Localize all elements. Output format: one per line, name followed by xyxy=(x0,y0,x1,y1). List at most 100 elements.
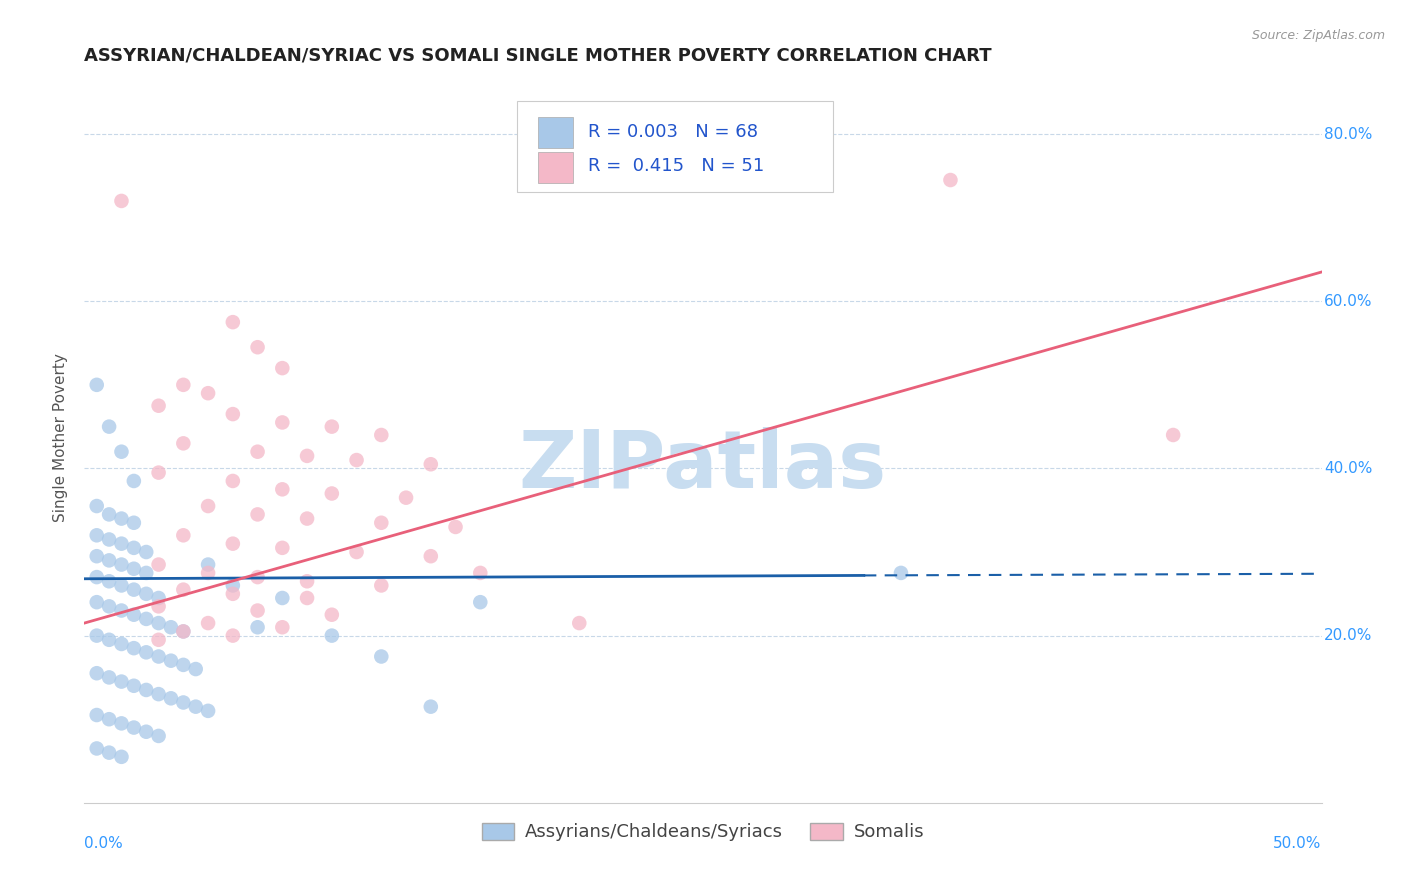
Point xyxy=(110,536,132,550)
Point xyxy=(110,716,132,731)
Point xyxy=(444,520,467,534)
Point xyxy=(419,549,441,564)
FancyBboxPatch shape xyxy=(538,118,574,148)
Point xyxy=(470,595,492,609)
Point xyxy=(86,595,108,609)
Point xyxy=(98,508,121,522)
Point xyxy=(86,528,108,542)
Point xyxy=(184,699,207,714)
Legend: Assyrians/Chaldeans/Syriacs, Somalis: Assyrians/Chaldeans/Syriacs, Somalis xyxy=(475,815,931,848)
Point xyxy=(271,620,294,634)
Point xyxy=(110,578,132,592)
Point xyxy=(370,516,392,530)
Point xyxy=(86,741,108,756)
Point xyxy=(470,566,492,580)
Point xyxy=(184,662,207,676)
Point xyxy=(271,541,294,555)
Point xyxy=(321,607,343,622)
Point xyxy=(122,516,145,530)
Point xyxy=(172,657,194,672)
Text: ZIPatlas: ZIPatlas xyxy=(519,427,887,506)
Point xyxy=(321,486,343,500)
Point xyxy=(98,574,121,589)
Point xyxy=(122,721,145,735)
Point xyxy=(148,616,170,631)
Point xyxy=(246,508,269,522)
Point xyxy=(110,558,132,572)
Point xyxy=(160,620,183,634)
Point xyxy=(135,566,157,580)
Point xyxy=(86,499,108,513)
Point xyxy=(160,654,183,668)
Point xyxy=(246,340,269,354)
Point xyxy=(419,699,441,714)
Point xyxy=(246,603,269,617)
Point xyxy=(98,712,121,726)
Text: 0.0%: 0.0% xyxy=(84,836,124,851)
FancyBboxPatch shape xyxy=(517,101,832,192)
Point xyxy=(122,607,145,622)
Point xyxy=(295,591,318,605)
Point xyxy=(370,649,392,664)
Text: R = 0.003   N = 68: R = 0.003 N = 68 xyxy=(588,123,758,141)
Point xyxy=(172,377,194,392)
Point xyxy=(222,629,245,643)
Point xyxy=(197,386,219,401)
Point xyxy=(321,629,343,643)
Point xyxy=(148,649,170,664)
Point xyxy=(98,533,121,547)
Point xyxy=(148,632,170,647)
Point xyxy=(222,536,245,550)
Text: 60.0%: 60.0% xyxy=(1324,293,1372,309)
Point xyxy=(148,466,170,480)
Point xyxy=(172,624,194,639)
Point xyxy=(890,566,912,580)
Point xyxy=(568,616,591,631)
Point xyxy=(86,377,108,392)
Point xyxy=(98,553,121,567)
Point xyxy=(148,729,170,743)
Point xyxy=(148,558,170,572)
Point xyxy=(135,587,157,601)
Text: 40.0%: 40.0% xyxy=(1324,461,1372,476)
Point xyxy=(98,670,121,684)
Point xyxy=(197,499,219,513)
Point xyxy=(98,746,121,760)
Point xyxy=(98,632,121,647)
Point xyxy=(246,620,269,634)
Point xyxy=(246,444,269,458)
Point xyxy=(172,528,194,542)
Point xyxy=(370,578,392,592)
Point xyxy=(122,474,145,488)
Point xyxy=(86,570,108,584)
Point xyxy=(295,511,318,525)
Point xyxy=(295,574,318,589)
Point xyxy=(110,603,132,617)
Point xyxy=(110,444,132,458)
Point xyxy=(1161,428,1184,442)
Point xyxy=(246,570,269,584)
Point xyxy=(160,691,183,706)
Point xyxy=(419,457,441,471)
Point xyxy=(135,545,157,559)
Point xyxy=(222,315,245,329)
Point xyxy=(110,511,132,525)
Point xyxy=(98,419,121,434)
Point xyxy=(346,545,368,559)
Point xyxy=(395,491,418,505)
Point xyxy=(122,582,145,597)
Point xyxy=(197,704,219,718)
Point xyxy=(172,624,194,639)
Y-axis label: Single Mother Poverty: Single Mother Poverty xyxy=(52,352,67,522)
Text: ASSYRIAN/CHALDEAN/SYRIAC VS SOMALI SINGLE MOTHER POVERTY CORRELATION CHART: ASSYRIAN/CHALDEAN/SYRIAC VS SOMALI SINGL… xyxy=(84,46,993,64)
Point xyxy=(271,416,294,430)
FancyBboxPatch shape xyxy=(538,152,574,183)
Point xyxy=(122,641,145,656)
Point xyxy=(148,591,170,605)
Point xyxy=(122,541,145,555)
Point xyxy=(110,194,132,208)
Point xyxy=(135,612,157,626)
Point xyxy=(222,407,245,421)
Point xyxy=(197,566,219,580)
Point xyxy=(98,599,121,614)
